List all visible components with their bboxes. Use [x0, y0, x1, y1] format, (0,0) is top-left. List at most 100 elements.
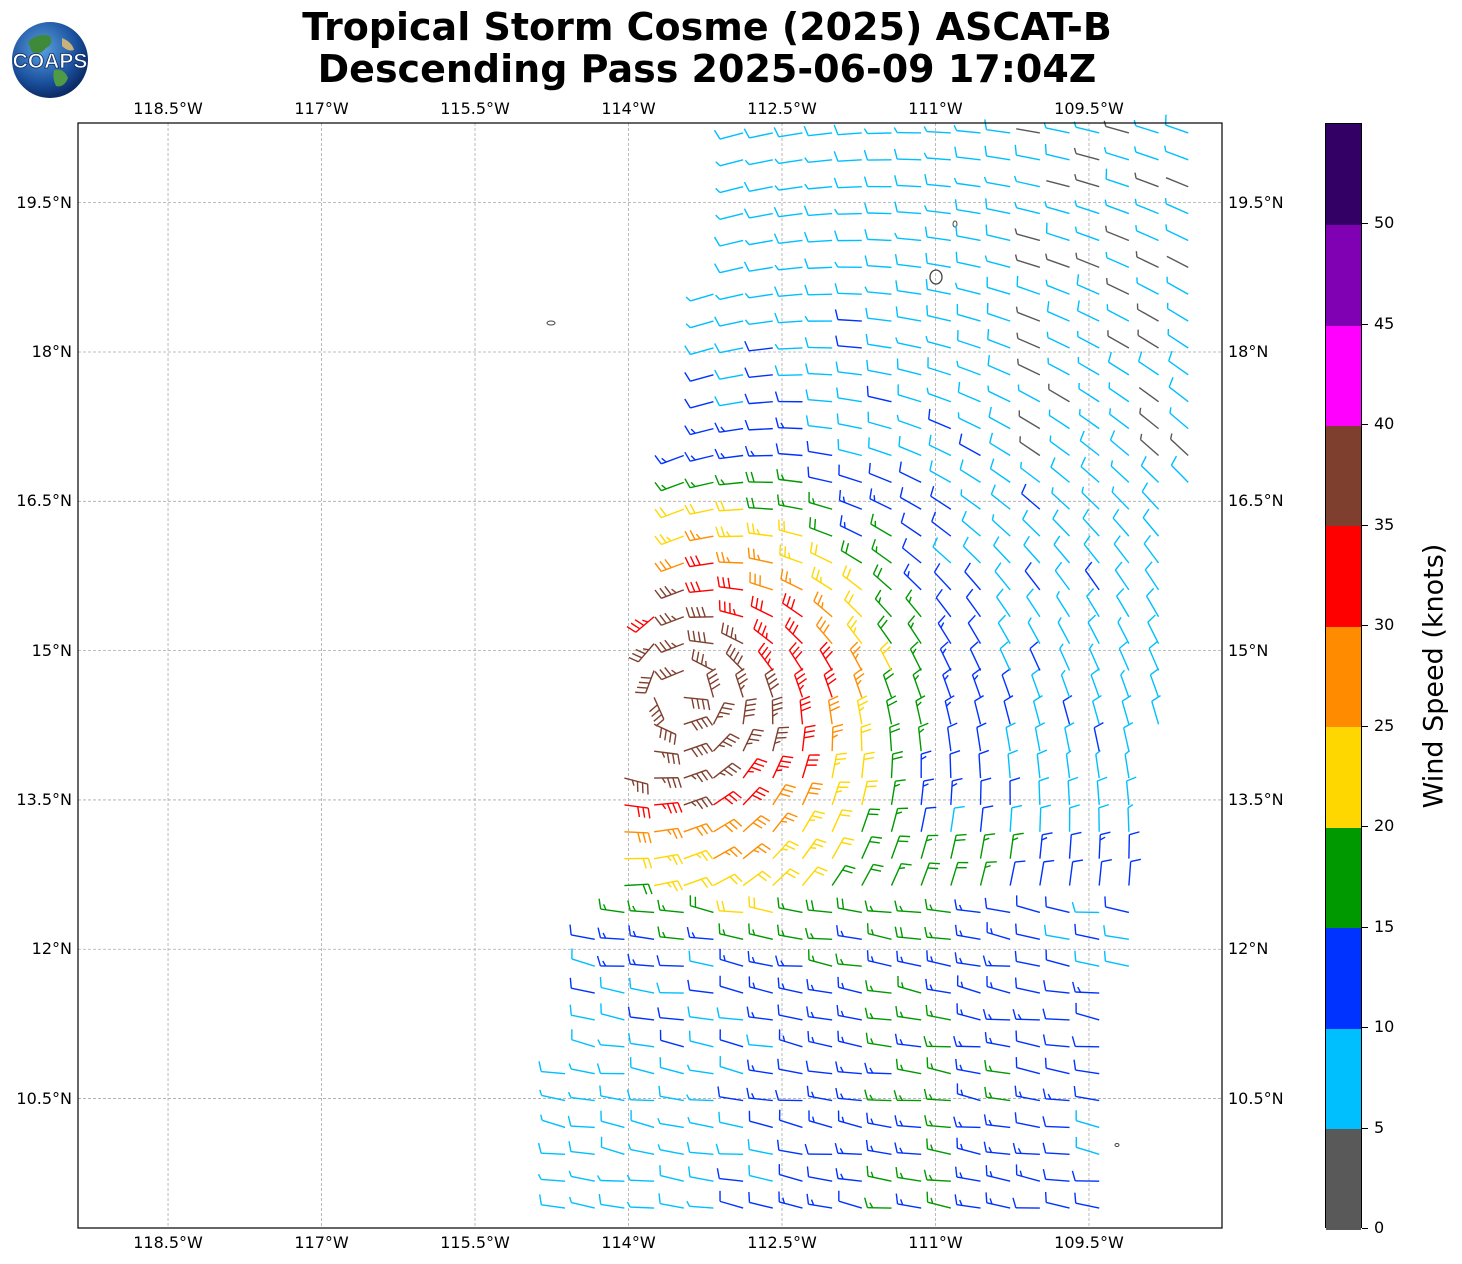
wind-barb-staff [801, 727, 806, 752]
wind-barb-feather [635, 691, 646, 694]
wind-barb-feather [1042, 1116, 1047, 1127]
wind-barb-feather [688, 1030, 691, 1042]
wind-barb-staff [719, 985, 744, 994]
wind-barb-feather [857, 695, 868, 702]
wind-barb [979, 861, 997, 886]
wind-barb [806, 1166, 833, 1182]
wind-barb-feather [928, 1174, 933, 1181]
wind-barb [864, 202, 892, 215]
wind-barb-feather [869, 840, 880, 844]
wind-barb [868, 437, 892, 457]
wind-barb [1128, 858, 1141, 886]
wind-barb-staff [905, 597, 922, 618]
wind-barb-feather [666, 855, 672, 862]
wind-barb [1142, 508, 1160, 537]
wind-barb-feather [929, 904, 933, 911]
wind-barb-staff [957, 1012, 981, 1021]
latitude-tick-label-right: 15°N [1228, 640, 1269, 660]
wind-barb-feather [781, 930, 785, 937]
wind-barb [725, 643, 744, 672]
wind-barb [1105, 168, 1130, 188]
wind-barb-feather [747, 547, 750, 559]
wind-barb-feather [984, 1031, 988, 1043]
wind-barb-feather [899, 927, 904, 938]
wind-barb-feather [720, 500, 726, 511]
wind-barb-staff [1046, 959, 1070, 967]
wind-barb-staff [630, 1016, 655, 1021]
wind-barb-staff [927, 1201, 952, 1209]
wind-barb [1073, 147, 1100, 161]
wind-barb-feather [805, 724, 816, 729]
wind-barb [775, 417, 803, 430]
wind-barb-feather [662, 931, 666, 938]
wind-barb-staff [661, 508, 685, 519]
wind-barb [890, 750, 903, 779]
colorbar-segment [1326, 1028, 1361, 1130]
wind-barb-feather [1129, 831, 1140, 836]
wind-barb-feather [656, 982, 661, 993]
wind-barb [1049, 435, 1070, 457]
wind-barb-feather [1054, 561, 1063, 571]
wind-barb-staff [689, 989, 714, 994]
wind-barb [683, 796, 714, 810]
wind-barb-staff [899, 496, 922, 510]
wind-barb [831, 864, 856, 886]
wind-barb-feather [864, 1007, 869, 1019]
wind-barb-staff [712, 733, 731, 752]
wind-barb [831, 781, 851, 806]
wind-barb [687, 630, 714, 645]
wind-barb-staff [630, 934, 655, 940]
wind-barb [1147, 614, 1160, 644]
wind-barb [912, 668, 922, 698]
wind-barb-feather [876, 567, 883, 578]
wind-barb [1014, 254, 1041, 269]
wind-barb-staff [1016, 1066, 1041, 1075]
wind-barb-feather [806, 441, 810, 452]
wind-barb [1042, 1116, 1070, 1129]
wind-barb [954, 282, 981, 295]
wind-barb [684, 581, 714, 594]
wind-barb-feather [666, 752, 670, 764]
wind-barb-staff [1062, 700, 1071, 725]
wind-barb-feather [767, 658, 771, 665]
wind-barb-feather [697, 631, 701, 643]
wind-barb [897, 976, 922, 994]
wind-barb-feather [834, 762, 841, 766]
wind-barb-staff [654, 802, 679, 806]
logo-text: COAPS [13, 50, 88, 73]
wind-barb-feather [751, 1093, 755, 1099]
wind-barb-feather [774, 264, 780, 271]
wind-barb [950, 833, 967, 859]
wind-barb [861, 751, 875, 779]
wind-barb-feather [956, 833, 967, 836]
wind-barb-staff [1047, 310, 1070, 322]
wind-barb-feather [716, 1007, 720, 1018]
wind-barb-feather [953, 1116, 958, 1127]
wind-barb-staff [749, 960, 773, 967]
wind-barb [929, 460, 952, 483]
wind-barb-staff [772, 868, 791, 887]
wind-barb-feather [713, 129, 721, 140]
wind-barb [744, 319, 773, 326]
wind-barb-feather [1117, 616, 1122, 623]
wind-barb-feather [1103, 120, 1107, 127]
wind-barb [870, 513, 892, 537]
wind-barb [994, 562, 1011, 591]
wind-barb [568, 1170, 595, 1182]
wind-barb-staff [808, 937, 833, 941]
wind-barb-staff [749, 933, 773, 940]
wind-barb [801, 724, 816, 752]
wind-barb-staff [719, 1039, 744, 1048]
wind-barb-staff [899, 471, 922, 484]
wind-barb-feather [869, 985, 874, 992]
wind-barb [628, 977, 655, 994]
wind-barb-staff [690, 905, 714, 914]
wind-barb-staff [748, 427, 773, 431]
wind-barb-staff [930, 495, 952, 510]
wind-barb-feather [915, 695, 926, 702]
wind-barb [831, 809, 853, 833]
wind-barb-feather [640, 676, 652, 679]
wind-barb [627, 900, 655, 914]
wind-barb [742, 758, 768, 779]
wind-barb-staff [719, 481, 744, 486]
